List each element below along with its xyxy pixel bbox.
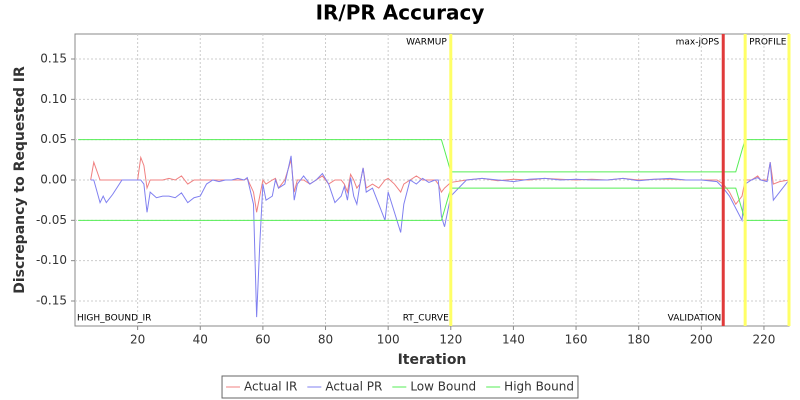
- annotation: HIGH_BOUND_IR: [77, 314, 151, 324]
- marker-label: RT_CURVE: [403, 314, 449, 324]
- x-tick-label: 200: [690, 333, 713, 347]
- x-axis-label: Iteration: [398, 352, 467, 368]
- series-line: [90, 155, 790, 318]
- marker-label: max-jOPS: [676, 38, 720, 48]
- legend-label: Actual IR: [244, 380, 297, 394]
- x-tick-label: 100: [377, 333, 400, 347]
- x-tick-label: 20: [130, 333, 145, 347]
- y-tick-label: 0.10: [40, 92, 67, 106]
- marker-label: VALIDATION: [668, 314, 722, 324]
- y-tick-label: 0.15: [40, 52, 67, 66]
- y-tick-label: -0.05: [36, 213, 67, 227]
- marker-label: PROFILE: [749, 38, 787, 48]
- x-tick-label: 180: [627, 333, 650, 347]
- x-tick-label: 220: [752, 333, 775, 347]
- legend-label: Low Bound: [410, 380, 476, 394]
- plot-area: -0.15 -0.10 -0.05 0.00 0.05 0.10 0.15 20 40 60 80 1…: [36, 33, 791, 347]
- x-tick-label: 160: [565, 333, 588, 347]
- x-tick-label: 60: [255, 333, 270, 347]
- y-axis-label: Discrepancy to Requested IR: [12, 66, 28, 294]
- legend-label: High Bound: [504, 380, 574, 394]
- series-line: [78, 187, 789, 221]
- x-tick-label: 40: [193, 333, 208, 347]
- x-tick-label: 140: [502, 333, 525, 347]
- marker-label: WARMUP: [406, 38, 447, 48]
- y-tick-label: 0.05: [40, 132, 67, 146]
- x-tick-label: 120: [439, 333, 462, 347]
- y-tick-label: -0.15: [36, 293, 67, 307]
- legend: Actual IR Actual PR Low Bound High Bound: [221, 375, 579, 399]
- series-line: [78, 139, 789, 173]
- x-tick-label: 80: [318, 333, 333, 347]
- legend-label: Actual PR: [325, 380, 382, 394]
- chart-title: IR/PR Accuracy: [316, 1, 485, 25]
- y-tick-label: -0.10: [36, 253, 67, 267]
- y-tick-label: 0.00: [40, 173, 67, 187]
